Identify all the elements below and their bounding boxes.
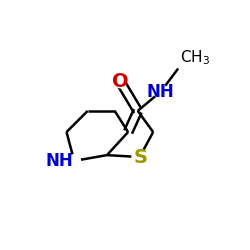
Circle shape — [115, 76, 126, 88]
Text: O: O — [112, 72, 129, 92]
Text: NH: NH — [147, 82, 175, 100]
Text: NH: NH — [46, 152, 73, 170]
Circle shape — [154, 85, 168, 98]
Circle shape — [132, 149, 148, 165]
Circle shape — [68, 155, 80, 167]
Text: S: S — [134, 148, 148, 167]
Text: CH$_3$: CH$_3$ — [180, 48, 210, 66]
